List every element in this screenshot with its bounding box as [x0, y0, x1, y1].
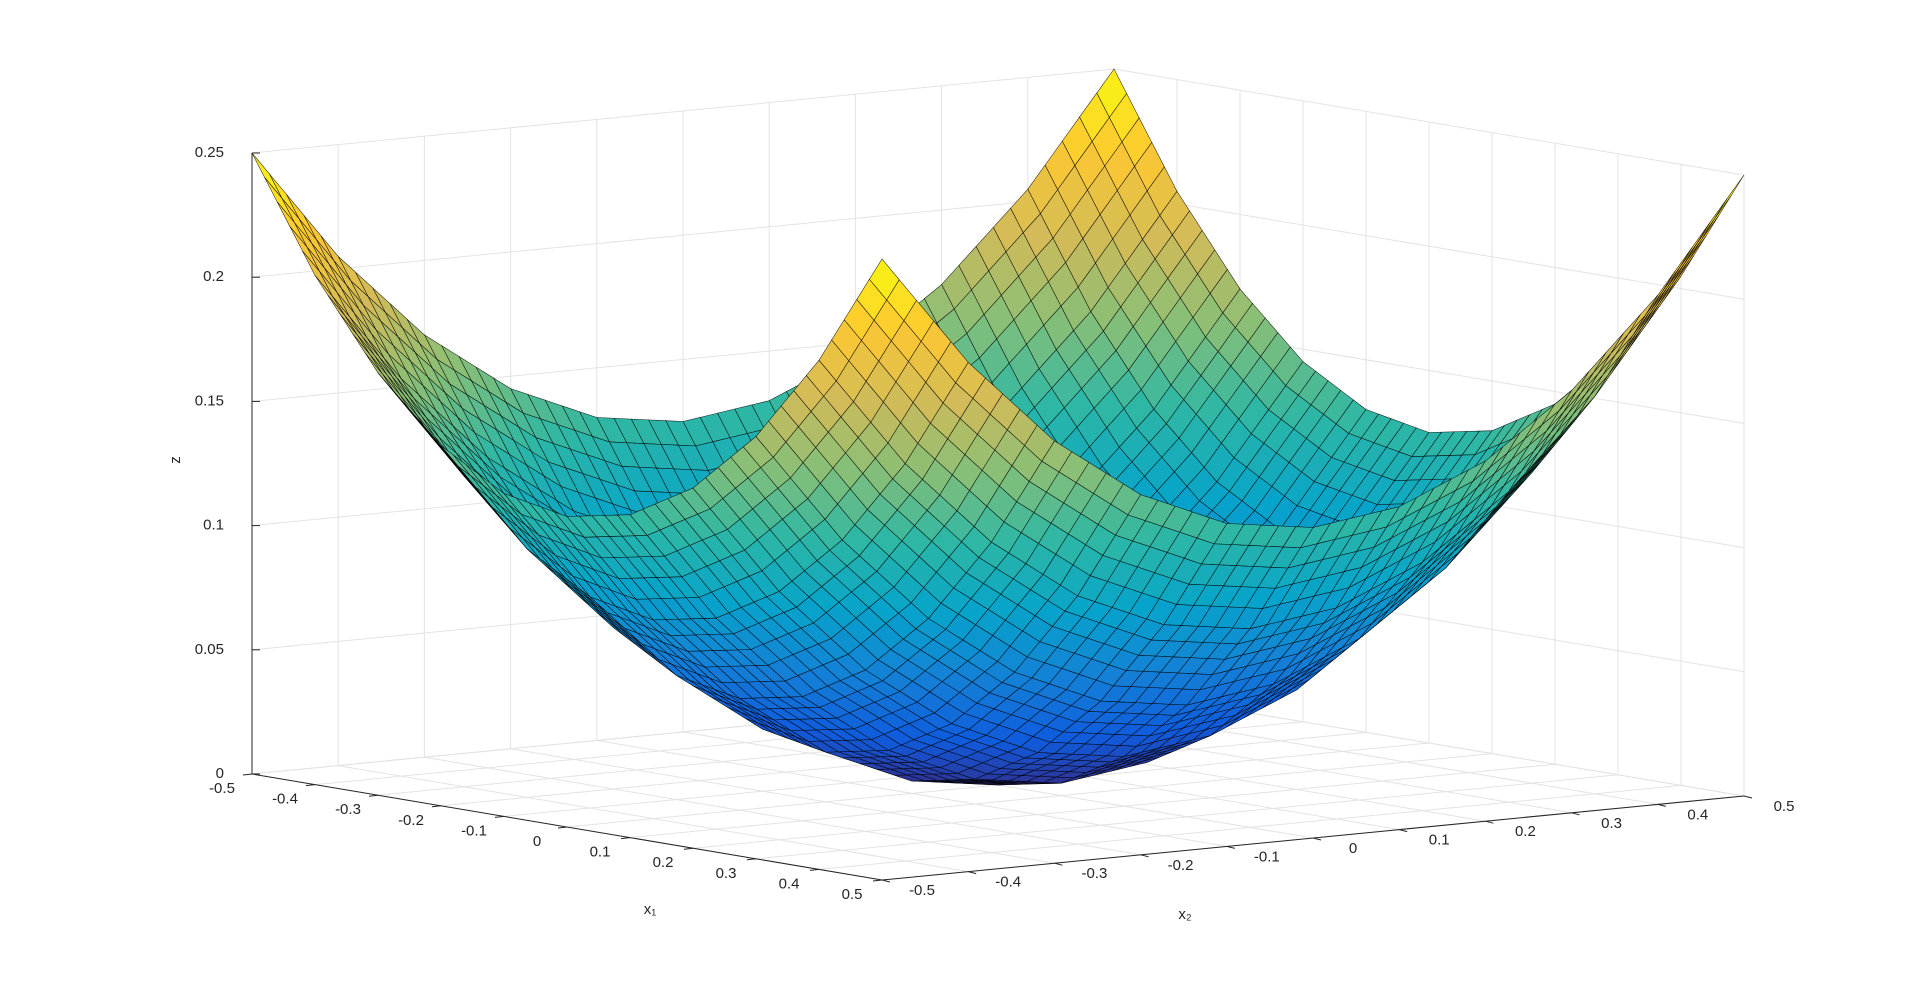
x-tick-label: 0.4	[779, 875, 800, 892]
y-axis-label: x₂	[1178, 906, 1192, 923]
y-tick	[1399, 829, 1408, 833]
y-tick-label: -0.2	[1168, 857, 1194, 874]
x-tick-label: 0.2	[653, 854, 674, 871]
x-tick	[809, 868, 820, 871]
z-tick-label: 0	[216, 765, 224, 782]
y-tick-label: 0.1	[1429, 832, 1450, 849]
x-tick	[557, 826, 568, 829]
y-tick	[968, 871, 977, 875]
y-tick	[1571, 812, 1580, 816]
y-tick	[1054, 862, 1063, 866]
grid-line	[251, 192, 1115, 278]
y-tick-label: 0.4	[1687, 806, 1708, 823]
z-tick-label: 0.2	[203, 268, 224, 285]
axes	[242, 152, 1753, 883]
y-tick-label: -0.1	[1254, 848, 1280, 865]
x-tick	[620, 837, 631, 840]
x-tick	[431, 805, 442, 808]
y-tick-label: -0.5	[909, 882, 935, 899]
y-tick	[1657, 803, 1666, 807]
x-tick-label: 0	[533, 833, 541, 850]
y-tick	[1226, 845, 1235, 849]
z-tick-label: 0.25	[195, 144, 224, 161]
y-tick	[1485, 820, 1494, 824]
z-tick-label: 0.05	[195, 641, 224, 658]
y-tick-label: -0.4	[995, 874, 1021, 891]
y-tick-label: -0.3	[1081, 865, 1107, 882]
surface-face	[869, 258, 900, 301]
y-tick	[881, 879, 891, 883]
x-tick	[368, 794, 379, 797]
y-tick-label: 0.2	[1515, 823, 1536, 840]
y-tick	[1140, 854, 1149, 858]
x-tick	[746, 858, 757, 861]
x-tick-label: 0.1	[590, 844, 611, 861]
z-tick-label: 0.1	[203, 517, 224, 534]
grid-line	[251, 68, 1115, 154]
surface	[251, 68, 1745, 786]
y-tick-label: 0.3	[1601, 815, 1622, 832]
labels: -0.5 -0.4 -0.3 -0.2 -0.1 0 0.1 0.2 0.3 0.4 0.5 -0.5…	[167, 144, 1794, 923]
grid-line	[596, 739, 1227, 847]
z-axis-label: z	[167, 456, 184, 464]
z-tick-label: 0.15	[195, 392, 224, 409]
x-tick-label: 0.5	[842, 886, 863, 903]
x-axis-label: x₁	[644, 901, 657, 918]
grid-line	[510, 748, 1141, 856]
y-tick	[1743, 795, 1753, 799]
x-tick	[872, 879, 883, 882]
x-tick	[494, 815, 505, 818]
y-tick-label: 0	[1349, 840, 1357, 857]
x-tick-label: -0.2	[398, 812, 424, 829]
grid-line	[338, 765, 969, 873]
x-tick-label: -0.3	[335, 801, 361, 818]
grid-line	[1113, 68, 1745, 176]
grid-line	[1113, 192, 1745, 300]
x-tick-label: -0.1	[461, 822, 487, 839]
x-tick-label: 0.3	[716, 865, 737, 882]
x-tick	[683, 847, 694, 850]
x-tick	[242, 773, 253, 776]
x-tick-label: -0.4	[272, 791, 298, 808]
y-tick-label: 0.5	[1774, 798, 1795, 815]
y-tick	[1312, 837, 1322, 841]
x-tick-label: -0.5	[209, 780, 235, 797]
x-tick	[305, 784, 316, 787]
grid-line	[424, 756, 1055, 864]
